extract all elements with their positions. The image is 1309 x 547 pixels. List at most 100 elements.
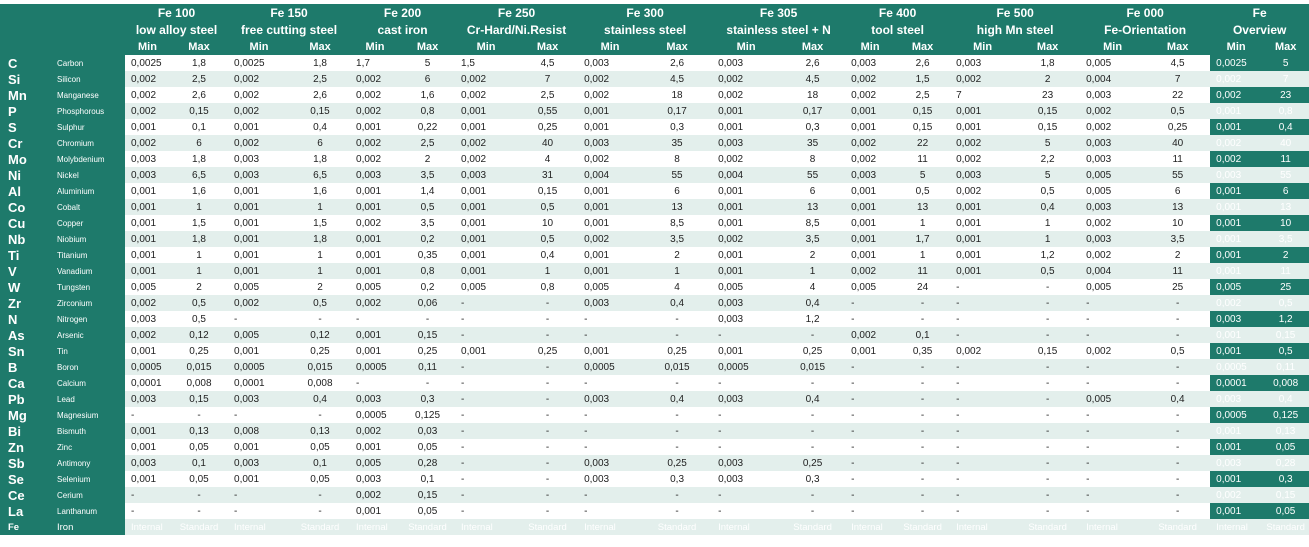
- min-value: 0,002: [718, 89, 744, 101]
- max-value: 0,4: [1262, 391, 1309, 407]
- max-value: -: [197, 409, 201, 421]
- max-value: 0,008: [1262, 375, 1309, 391]
- header-row: Min Max Min Max Min Max Min Max Min Max Min Max Min M…: [0, 38, 1309, 55]
- max-value: 0,125: [1262, 407, 1309, 423]
- max-value: 6,5: [170, 167, 229, 183]
- min-value: 0,003: [851, 57, 877, 69]
- max-value: Standard: [290, 519, 351, 535]
- max-value: -: [517, 359, 579, 375]
- max-value: 0,13: [1262, 423, 1309, 439]
- composition-table: Fe 100 Fe 150 Fe 200 Fe 250 Fe 300 Fe 305 Fe 4…: [0, 4, 1309, 535]
- min-value: 0,003: [1210, 455, 1263, 471]
- min-value: 0,003: [125, 391, 170, 407]
- max-value: 35: [642, 135, 713, 151]
- group-subtitle: tool steel: [845, 21, 951, 38]
- max-value: 0,4: [642, 391, 713, 407]
- max-value: 0,3: [1262, 471, 1309, 487]
- element-symbol: Fe: [0, 519, 55, 535]
- max-value: 55: [780, 167, 846, 183]
- min-value: 7: [956, 89, 962, 101]
- max-value: 11: [1262, 151, 1309, 167]
- group-subtitle: stainless steel: [578, 21, 713, 38]
- min-value: 0,002: [228, 71, 291, 87]
- min-label: Min: [350, 38, 401, 55]
- max-value: 0,25: [780, 455, 846, 471]
- min-value: -: [234, 313, 238, 325]
- max-value: 0,8: [400, 103, 456, 119]
- min-value: -: [712, 423, 781, 439]
- min-value: 0,003: [234, 153, 260, 165]
- min-value: -: [584, 313, 588, 325]
- max-value: -: [1015, 359, 1081, 375]
- max-value: -: [780, 327, 846, 343]
- min-value: Internal: [950, 519, 1016, 535]
- max-value: 0,8: [1262, 103, 1309, 119]
- max-value: 40: [1145, 135, 1211, 151]
- min-value: 0,001: [1210, 343, 1263, 359]
- max-value: 13: [1145, 199, 1211, 215]
- max-value: 1,2: [1262, 311, 1309, 327]
- min-value: 0,001: [356, 249, 382, 261]
- max-value: 0,11: [1262, 359, 1309, 375]
- element-symbol: Ce: [0, 487, 55, 503]
- min-value: 0,003: [950, 167, 1016, 183]
- min-value: 0,003: [712, 455, 781, 471]
- max-value: 0,25: [1167, 121, 1188, 133]
- min-label: Min: [1080, 38, 1146, 55]
- min-value: 0,002: [1086, 345, 1112, 357]
- min-value: 0,001: [461, 217, 487, 229]
- max-value: 1: [196, 249, 202, 261]
- max-value: 1: [290, 199, 351, 215]
- max-value: 8,5: [805, 217, 820, 229]
- max-value: 2,5: [170, 71, 229, 87]
- min-value: -: [131, 409, 135, 421]
- max-value: -: [895, 295, 951, 311]
- max-value: 6: [400, 71, 456, 87]
- min-value: 0,001: [234, 217, 260, 229]
- element-symbol: N: [0, 311, 55, 327]
- max-value: 0,3: [670, 473, 685, 485]
- max-value: -: [642, 423, 713, 439]
- min-value: 0,001: [131, 441, 157, 453]
- max-value: 0,5: [170, 295, 229, 311]
- max-value: 0,4: [540, 249, 555, 261]
- max-value: 0,4: [780, 391, 846, 407]
- max-value: 6: [290, 135, 351, 151]
- min-value: 0,0005: [356, 409, 387, 421]
- max-value: 1,6: [313, 185, 327, 197]
- element-row: Mg Magnesium - - - -0,0005 0,125- - - - - - - - - - - -0,…: [0, 407, 1309, 423]
- header-row: low alloy steel free cutting steel cast ir…: [0, 21, 1309, 38]
- min-value: 0,002: [1080, 103, 1146, 119]
- element-row: Sn Tin 0,001 0,25 0,001 0,25 0,001 0,25 0,001 0,2…: [0, 343, 1309, 359]
- element-symbol: Nb: [0, 231, 55, 247]
- min-value: -: [845, 391, 896, 407]
- max-value: 0,015: [780, 359, 846, 375]
- min-value: -: [845, 487, 896, 503]
- max-value: 1,8: [290, 231, 351, 247]
- max-value: 0,15: [1262, 487, 1309, 503]
- max-value: 5: [1015, 167, 1081, 183]
- min-value: 0,002: [131, 89, 157, 101]
- element-row: Al Aluminium 0,001 1,6 0,001 1,6 0,001 1,4 0,001…: [0, 183, 1309, 199]
- min-value: 0,005: [350, 455, 401, 471]
- min-value: Internal: [578, 519, 643, 535]
- min-value: 0,0005: [125, 359, 170, 375]
- min-value: 0,001: [228, 231, 291, 247]
- max-value: 2: [1015, 71, 1081, 87]
- min-value: 0,001: [356, 121, 382, 133]
- element-symbol: Si: [0, 71, 55, 87]
- min-value: -: [851, 441, 855, 453]
- max-value: -: [675, 441, 679, 453]
- min-value: 0,001: [1210, 183, 1263, 199]
- element-name: Lead: [55, 391, 125, 407]
- min-value: -: [578, 327, 643, 343]
- min-label: Min: [455, 38, 518, 55]
- min-value: 0,002: [350, 487, 401, 503]
- min-value: -: [584, 409, 588, 421]
- max-value: -: [895, 455, 951, 471]
- max-value: 0,25: [310, 345, 330, 357]
- max-value: 1,8: [313, 57, 327, 69]
- max-value: -: [545, 409, 550, 421]
- max-value: -: [545, 505, 550, 517]
- min-value: 0,003: [1210, 167, 1263, 183]
